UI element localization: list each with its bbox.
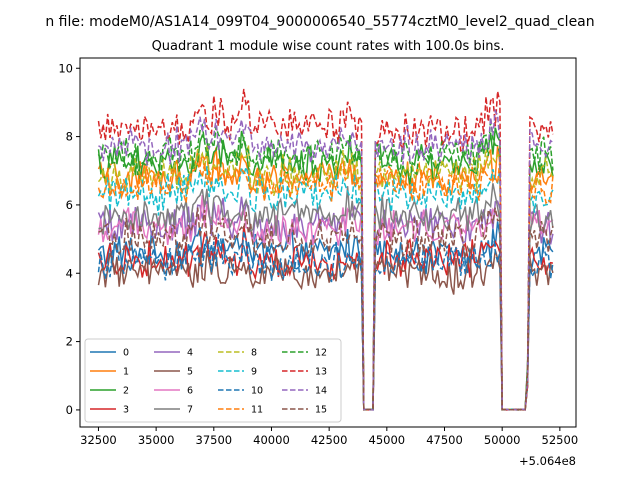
x-tick-label: 32500: [80, 433, 117, 447]
y-axis: 0 2 4 6 8 10: [58, 61, 80, 417]
x-tick-label: 40000: [253, 433, 290, 447]
x-tick-label: 45000: [369, 433, 406, 447]
plot-frame: [79, 57, 577, 428]
legend-label-1: 1: [123, 367, 129, 378]
x-axis: 32500 35000 37500 40000 42500 45000 47500 50000…: [80, 427, 578, 447]
x-tick-label: 42500: [311, 433, 348, 447]
y-tick-label: 8: [66, 130, 73, 144]
series-line-14: [98, 108, 554, 411]
series-line-15: [98, 207, 554, 411]
legend-label-6: 6: [187, 386, 193, 397]
legend-label-3: 3: [123, 405, 129, 416]
series-line-9: [97, 164, 554, 411]
series-layer: [97, 88, 554, 411]
y-tick-label: 0: [66, 403, 73, 417]
legend-label-7: 7: [187, 405, 193, 416]
legend-label-14: 14: [315, 386, 327, 397]
legend-label-15: 15: [315, 405, 327, 416]
series-line-5: [97, 247, 554, 411]
x-tick-label: 47500: [426, 433, 463, 447]
legend-label-5: 5: [187, 367, 193, 378]
y-tick-label: 4: [66, 266, 73, 280]
x-tick-label: 35000: [138, 433, 175, 447]
legend-label-0: 0: [123, 348, 129, 359]
series-line-8: [97, 144, 554, 411]
chart-suptitle: n file: modeM0/AS1A14_099T04_9000006540_…: [45, 14, 594, 30]
legend-label-2: 2: [123, 386, 129, 397]
legend-box: [84, 338, 342, 423]
y-tick-label: 10: [58, 61, 73, 75]
legend-label-11: 11: [251, 405, 263, 416]
y-tick-label: 2: [66, 335, 73, 349]
chart-title: Quadrant 1 module wise count rates with …: [152, 39, 505, 54]
series-line-10: [97, 230, 554, 411]
legend-label-10: 10: [251, 386, 263, 397]
legend-label-9: 9: [251, 367, 257, 378]
x-tick-label: 52500: [542, 433, 579, 447]
x-tick-label: 37500: [196, 433, 233, 447]
series-line-13: [97, 88, 554, 411]
legend-label-8: 8: [251, 348, 257, 359]
series-line-3: [97, 225, 554, 411]
y-tick-label: 6: [66, 198, 73, 212]
legend-label-4: 4: [187, 348, 193, 359]
x-tick-label: 50000: [484, 433, 521, 447]
series-line-6: [97, 195, 554, 411]
series-line-11: [97, 157, 554, 411]
x-offset-label: +5.064e8: [519, 454, 576, 468]
legend-label-12: 12: [315, 348, 327, 359]
legend-label-13: 13: [315, 367, 327, 378]
